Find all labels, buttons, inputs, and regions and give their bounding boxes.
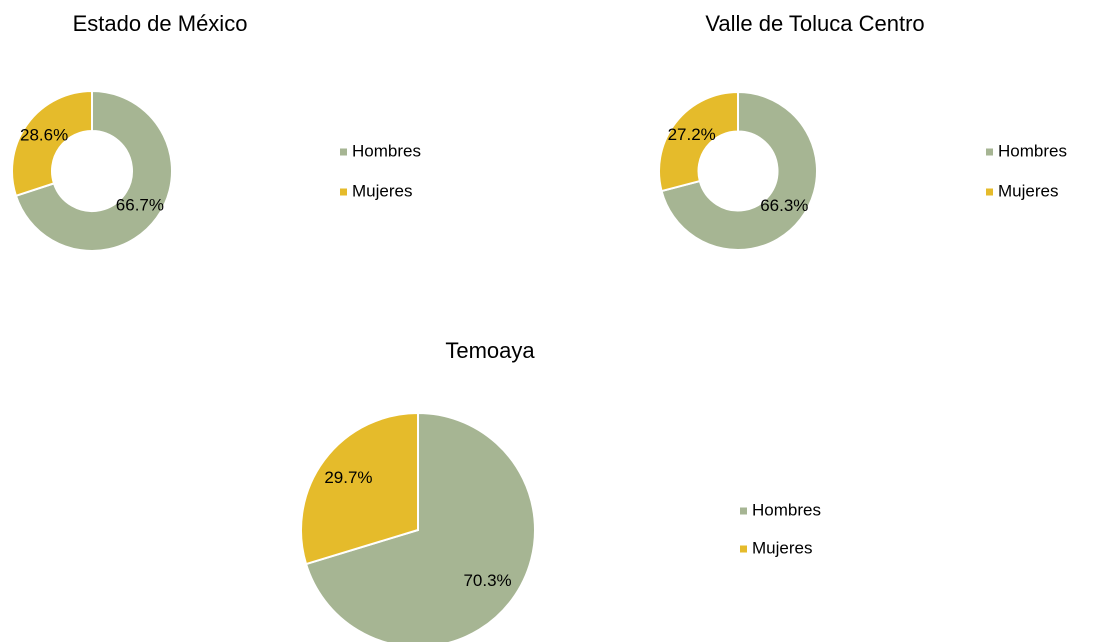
data-label: 28.6%	[20, 126, 68, 145]
slice	[304, 411, 536, 642]
data-label: 66.7%	[116, 195, 164, 214]
chart-title: Estado de México	[73, 11, 248, 36]
legend-label: Mujeres	[752, 538, 812, 557]
data-label: 70.3%	[463, 571, 511, 590]
legend-label: Hombres	[752, 500, 821, 519]
data-label: 27.2%	[668, 125, 716, 144]
slice	[11, 89, 93, 198]
slice	[658, 90, 739, 193]
legend-swatch	[340, 148, 347, 156]
legend-label: Hombres	[998, 141, 1067, 160]
legend-swatch	[740, 545, 747, 553]
legend-swatch	[740, 507, 747, 515]
legend-swatch	[986, 188, 993, 196]
slice	[300, 411, 419, 566]
chart-title: Temoaya	[445, 338, 535, 363]
legend-label: Hombres	[352, 141, 421, 160]
legend-label: Mujeres	[998, 181, 1058, 200]
data-label: 66.3%	[760, 196, 808, 215]
slice	[660, 90, 818, 251]
legend-swatch	[340, 188, 347, 196]
legend-label: Mujeres	[352, 181, 412, 200]
chart-title: Valle de Toluca Centro	[705, 11, 924, 36]
legend-swatch	[986, 148, 993, 156]
data-label: 29.7%	[324, 468, 372, 487]
slice	[14, 89, 173, 252]
